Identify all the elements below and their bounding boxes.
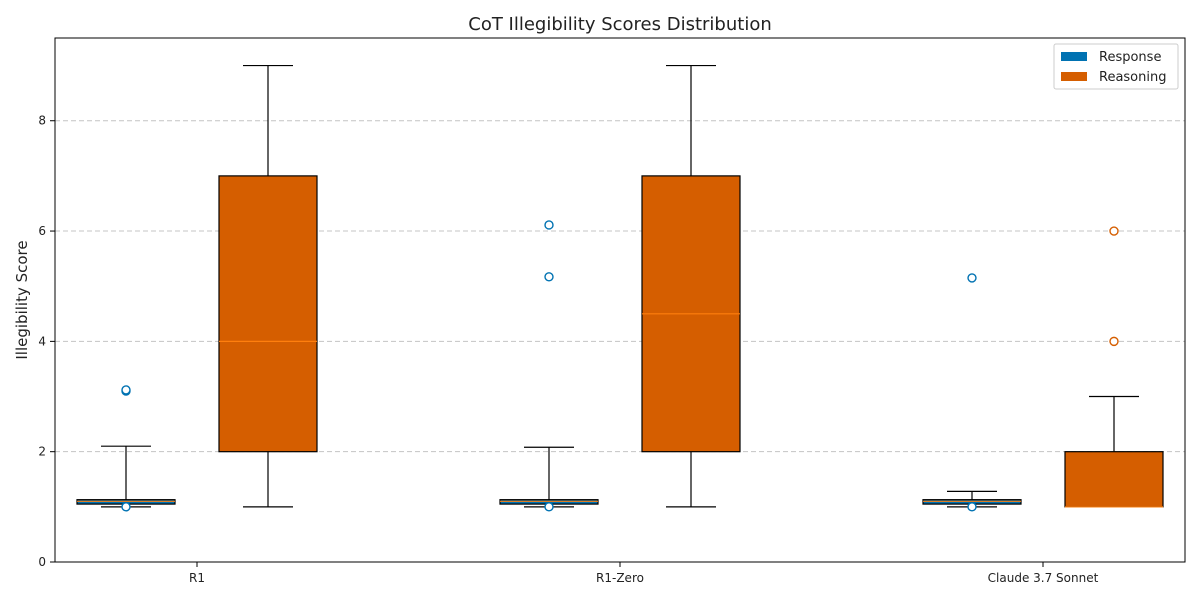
chart-title: CoT Illegibility Scores Distribution bbox=[468, 14, 772, 35]
outlier-point bbox=[544, 502, 554, 512]
legend-swatch-response bbox=[1061, 52, 1087, 61]
legend-label-reasoning: Reasoning bbox=[1099, 70, 1166, 85]
outlier-point bbox=[1109, 336, 1119, 347]
outlier-point bbox=[544, 272, 554, 282]
y-tick-label: 8 bbox=[38, 114, 46, 128]
legend-label-response: Response bbox=[1099, 50, 1161, 65]
outlier-point bbox=[967, 502, 977, 512]
box-reasoning-3 bbox=[1064, 226, 1164, 508]
box-reasoning-1 bbox=[218, 64, 318, 508]
axes: 0 2 4 6 8 R1 R1-Zero Claude 3.7 Sonnet bbox=[38, 37, 1186, 585]
outlier-point bbox=[967, 273, 977, 283]
outlier-point bbox=[544, 220, 554, 230]
box-response-3 bbox=[922, 273, 1022, 512]
outlier-point bbox=[121, 385, 131, 395]
legend-swatch-reasoning bbox=[1061, 72, 1087, 81]
y-tick-label: 4 bbox=[38, 334, 46, 348]
box-iqr bbox=[218, 175, 318, 453]
box-response-1 bbox=[76, 385, 176, 512]
x-tick-label: R1 bbox=[189, 571, 205, 585]
x-tick-label: Claude 3.7 Sonnet bbox=[988, 571, 1099, 585]
y-axis-label: Illegibility Score bbox=[13, 240, 31, 359]
box-reasoning-2 bbox=[641, 64, 741, 508]
y-tick-label: 0 bbox=[38, 555, 46, 569]
box-iqr bbox=[1064, 451, 1164, 508]
outlier-point bbox=[121, 502, 131, 512]
y-tick-label: 2 bbox=[38, 445, 46, 459]
outlier-point bbox=[1109, 226, 1119, 236]
y-tick-label: 6 bbox=[38, 224, 46, 238]
box-series-layer bbox=[76, 64, 1164, 512]
box-response-2 bbox=[499, 220, 599, 512]
x-tick-label: R1-Zero bbox=[596, 571, 644, 585]
legend: Response Reasoning bbox=[1053, 43, 1179, 90]
